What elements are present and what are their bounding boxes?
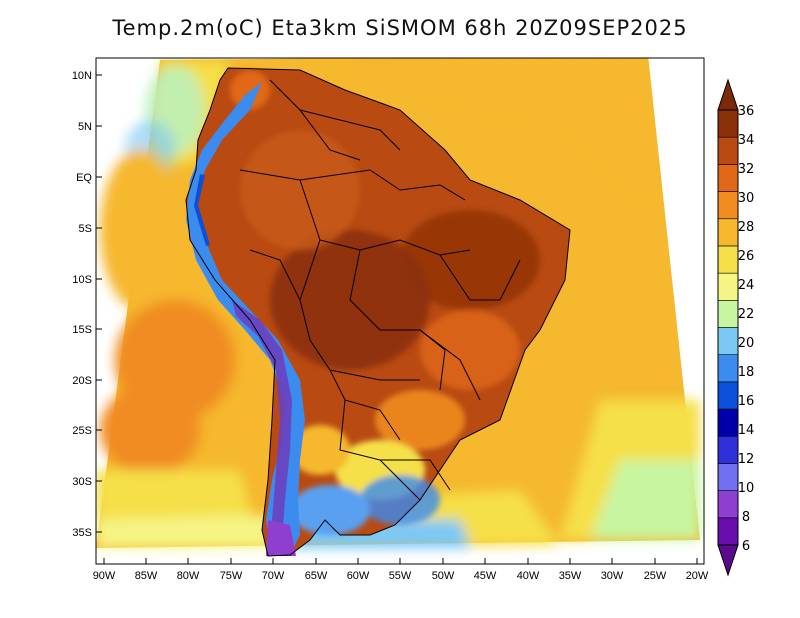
lon-label: 40W [517, 570, 540, 582]
lat-label: 5S [79, 223, 92, 235]
lon-label: 65W [305, 570, 328, 582]
lon-label: 60W [347, 570, 370, 582]
lon-label: 25W [644, 570, 667, 582]
colorbar-swatch [717, 354, 739, 383]
colorbar-tick-label: 22 [738, 307, 755, 322]
colorbar-tick-label: 14 [738, 423, 755, 438]
colorbar-swatch [717, 272, 739, 301]
colorbar-tick-label: 32 [738, 162, 755, 177]
colorbar-tick-label: 28 [738, 220, 755, 235]
colorbar-tick-label: 20 [738, 336, 755, 351]
lat-label: 25S [72, 425, 92, 437]
colorbar-swatch [717, 463, 739, 491]
lon-label: 50W [432, 570, 455, 582]
temperature-field [96, 58, 704, 564]
colorbar-swatch [717, 164, 739, 192]
colorbar-tick-label: 30 [738, 191, 755, 206]
colorbar-tick-label: 8 [742, 510, 750, 525]
lon-label: 70W [262, 570, 285, 582]
colorbar-swatch [717, 136, 739, 165]
colorbar-swatches [717, 109, 739, 546]
colorbar-labels: 6 8 10 12 14 16 18 20 22 24 26 28 30 32 34 36 [738, 104, 755, 554]
lat-label: 20S [72, 375, 92, 387]
colorbar-tick-label: 16 [738, 394, 755, 409]
lat-label: 30S [72, 476, 92, 488]
colorbar: 6 8 10 12 14 16 18 20 22 24 26 28 30 32 34 36 [717, 78, 755, 577]
colorbar-swatch [717, 191, 739, 220]
colorbar-swatch [717, 381, 739, 410]
lon-label: 20W [686, 570, 709, 582]
colorbar-swatch [717, 218, 739, 247]
latitude-axis: 10N 5N EQ 5S 10S 15S 20S 25S 30S 35S [72, 70, 102, 539]
map-title: Temp.2m(oC) Eta3km SiSMOM 68h 20Z09SEP20… [112, 16, 688, 40]
colorbar-swatch [717, 109, 739, 138]
colorbar-tick-label: 34 [738, 133, 755, 148]
lat-label: EQ [76, 172, 92, 184]
colorbar-swatch [717, 435, 739, 464]
colorbar-tick-label: 18 [738, 365, 755, 380]
lon-label: 30W [601, 570, 624, 582]
lon-label: 45W [474, 570, 497, 582]
longitude-axis: 90W 85W 80W 75W 70W 65W 60W 55W 50W 45W … [93, 558, 709, 582]
colorbar-tick-label: 10 [738, 481, 755, 496]
colorbar-top-arrow [717, 78, 739, 111]
colorbar-bottom-arrow [717, 544, 739, 577]
colorbar-swatch [717, 245, 739, 274]
colorbar-swatch [717, 300, 739, 328]
colorbar-swatch [717, 408, 739, 437]
lon-label: 90W [93, 570, 116, 582]
colorbar-tick-label: 24 [738, 278, 755, 293]
lon-label: 55W [389, 570, 412, 582]
lon-label: 75W [220, 570, 243, 582]
colorbar-swatch [717, 327, 739, 355]
lon-label: 80W [177, 570, 200, 582]
lat-label: 5N [78, 121, 92, 133]
colorbar-tick-label: 6 [742, 539, 750, 554]
colorbar-tick-label: 26 [738, 249, 755, 264]
colorbar-swatch [717, 490, 739, 519]
lon-label: 85W [135, 570, 158, 582]
lat-label: 10N [72, 70, 92, 82]
lat-label: 35S [72, 527, 92, 539]
colorbar-tick-label: 12 [738, 452, 755, 467]
lat-label: 15S [72, 324, 92, 336]
colorbar-swatch [717, 517, 739, 546]
colorbar-tick-label: 36 [738, 104, 755, 119]
lon-label: 35W [559, 570, 582, 582]
lat-label: 10S [72, 274, 92, 286]
political-borders [185, 67, 571, 557]
